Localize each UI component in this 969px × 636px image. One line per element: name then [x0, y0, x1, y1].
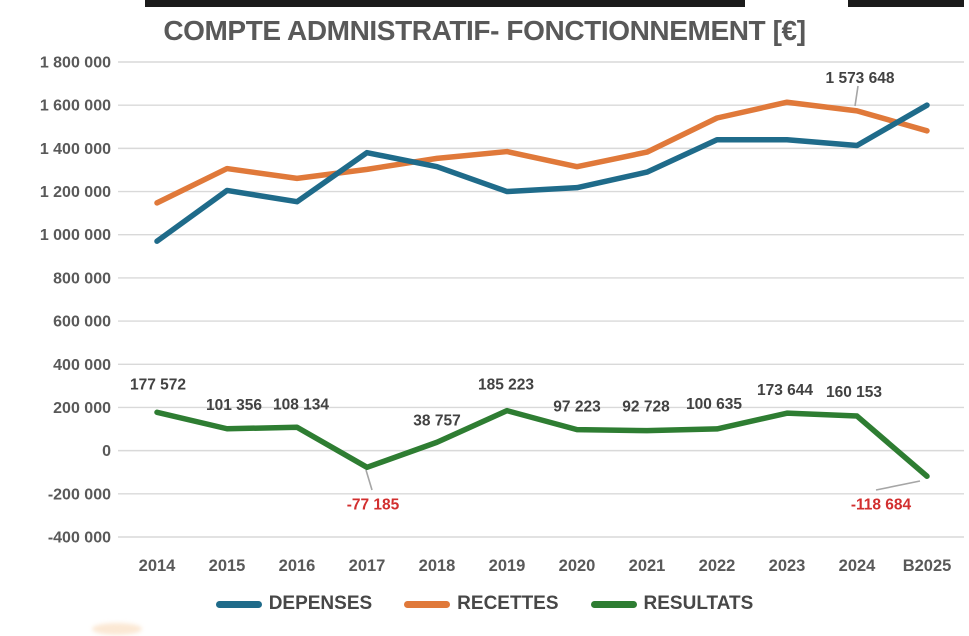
data-label-leader-line [854, 85, 859, 107]
y-axis-tick-label: 1 400 000 [40, 141, 111, 158]
data-label-resultats-B2025: -118 684 [851, 496, 912, 513]
data-label-resultats-2016: 108 134 [273, 396, 329, 413]
x-axis-tick-label: 2022 [699, 557, 736, 575]
y-axis-tick-label: 200 000 [53, 400, 111, 417]
legend-line-swatch-depenses [215, 600, 262, 608]
y-axis-tick-label: 800 000 [53, 270, 111, 287]
legend-item-resultats: RESULTATS [590, 593, 754, 615]
x-axis-tick-label: 2019 [489, 557, 526, 575]
x-axis-tick-label: 2023 [769, 557, 806, 575]
x-axis-tick-label: B2025 [903, 557, 952, 575]
legend-label: RECETTES [457, 593, 559, 614]
x-axis-tick-label: 2017 [349, 557, 386, 575]
cropped-top-bar-right [848, 0, 964, 7]
x-axis-labels: 2014 2015 2016 2017 2018 2019 2020 2021 2022 2023… [139, 557, 952, 575]
cropped-top-bar-left [145, 0, 745, 7]
y-axis-tick-label: -400 000 [48, 530, 111, 547]
legend-line-swatch-recettes [404, 600, 451, 608]
x-axis-tick-label: 2018 [419, 557, 456, 575]
data-label-resultats-2014: 177 572 [130, 376, 186, 393]
data-label-resultats-2021: 92 728 [622, 399, 670, 416]
data-label-resultats-2024: 160 153 [826, 384, 882, 401]
legend-item-depenses: DEPENSES [215, 593, 373, 615]
legend-item-recettes: RECETTES [404, 593, 559, 615]
data-label-resultats-2023: 173 644 [757, 382, 813, 399]
series-line-recettes [154, 99, 930, 206]
y-axis-tick-label: 1 200 000 [40, 184, 111, 201]
y-axis-tick-label: 400 000 [53, 357, 111, 374]
legend-label: DEPENSES [268, 593, 373, 614]
data-label-resultats-2019: 185 223 [478, 377, 534, 394]
data-label-leader-line [365, 469, 373, 491]
x-axis-tick-label: 2016 [279, 557, 316, 575]
data-label-leader-line [875, 480, 921, 491]
y-axis-labels: 1 800 000 1 600 000 1 400 000 1 200 000 1 00… [40, 55, 111, 547]
y-axis-tick-label: 1 800 000 [40, 55, 111, 72]
x-axis-tick-label: 2021 [629, 557, 666, 575]
x-axis-tick-label: 2020 [559, 557, 596, 575]
data-label-recettes-2024: 1 573 648 [826, 70, 895, 87]
x-axis-tick-label: 2015 [209, 557, 246, 575]
y-axis-tick-label: 600 000 [53, 314, 111, 331]
gridlines [118, 61, 964, 538]
legend-line-swatch-resultats [590, 600, 637, 608]
y-axis-tick-label: -200 000 [48, 486, 111, 503]
data-label-resultats-2018: 38 757 [413, 412, 460, 429]
data-label-resultats-2020: 97 223 [553, 399, 601, 416]
series-line-depenses [154, 102, 930, 244]
x-axis-tick-label: 2024 [839, 557, 877, 575]
cropped-artifact [92, 623, 142, 635]
x-axis-tick-label: 2014 [139, 557, 177, 575]
data-labels: 1 573 648 177 572 101 356 108 134 -77 185 38 … [130, 70, 912, 513]
legend-label: RESULTATS [643, 593, 754, 614]
data-label-resultats-2022: 100 635 [686, 396, 742, 413]
y-axis-tick-label: 1 600 000 [40, 98, 111, 115]
leader-lines [365, 85, 921, 491]
data-label-resultats-2015: 101 356 [206, 397, 262, 414]
chart-title: COMPTE ADMNISTRATIF- FONCTIONNEMENT [€] [163, 15, 806, 46]
y-axis-tick-label: 1 000 000 [40, 227, 111, 244]
series-line-resultats [154, 407, 930, 480]
y-axis-tick-label: 0 [102, 443, 111, 460]
chart-legend: DEPENSES RECETTES RESULTATS [0, 593, 969, 615]
data-label-resultats-2017: -77 185 [347, 496, 400, 513]
